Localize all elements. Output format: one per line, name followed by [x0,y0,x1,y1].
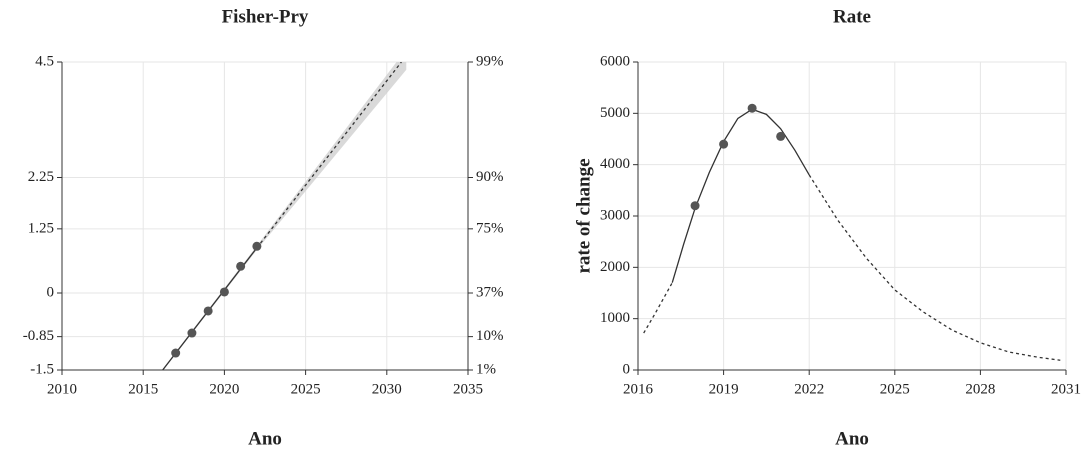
y-tick-label: 5000 [600,105,630,121]
y-tick-label: 4.5 [35,53,54,69]
y-tick-label: 2000 [600,259,630,275]
x-axis-title: Ano [835,428,869,449]
y-tick-label: 0 [623,361,631,377]
y2-tick-label: 10% [476,328,504,344]
y2-tick-label: 37% [476,284,504,300]
x-tick-label: 2016 [623,381,654,397]
y2-tick-label: 90% [476,169,504,185]
data-point [236,261,246,271]
y-axis-title: rate of change [573,158,594,273]
y-tick-label: 4000 [600,156,630,172]
chart-title: Rate [833,6,871,27]
y-tick-label: -0.85 [23,328,54,344]
data-point [171,348,181,358]
x-tick-label: 2035 [453,381,483,397]
x-axis-title: Ano [248,428,282,449]
y-tick-label: 0 [47,284,55,300]
y-tick-label: 1000 [600,310,630,326]
data-point [187,328,197,338]
x-tick-label: 2025 [880,381,910,397]
x-tick-label: 2031 [1051,381,1081,397]
y-tick-label: 1.25 [28,220,54,236]
plot-area [162,62,407,370]
x-tick-label: 2010 [47,381,77,397]
plot-area [643,103,1061,361]
x-tick-label: 2020 [209,381,239,397]
data-point [252,241,262,251]
fit-line [643,282,673,334]
x-tick-label: 2022 [794,381,824,397]
y-tick-label: 3000 [600,207,630,223]
data-point [747,103,757,113]
x-tick-label: 2015 [128,381,158,397]
x-tick-label: 2028 [965,381,995,397]
y-tick-label: -1.5 [30,361,54,377]
data-point [203,306,213,316]
fit-line [808,174,1061,361]
y-tick-label: 6000 [600,53,630,69]
data-point [719,139,729,149]
chart-title: Fisher-Pry [222,6,309,27]
y-tick-label: 2.25 [28,169,54,185]
x-tick-label: 2030 [372,381,402,397]
fit-line [671,108,810,283]
confidence-band [162,62,407,370]
y2-tick-label: 99% [476,53,504,69]
x-tick-label: 2025 [291,381,321,397]
data-point [219,287,229,297]
y2-tick-label: 1% [476,361,496,377]
x-tick-label: 2019 [709,381,739,397]
data-point [690,201,700,211]
y2-tick-label: 75% [476,220,504,236]
data-point [776,131,786,141]
